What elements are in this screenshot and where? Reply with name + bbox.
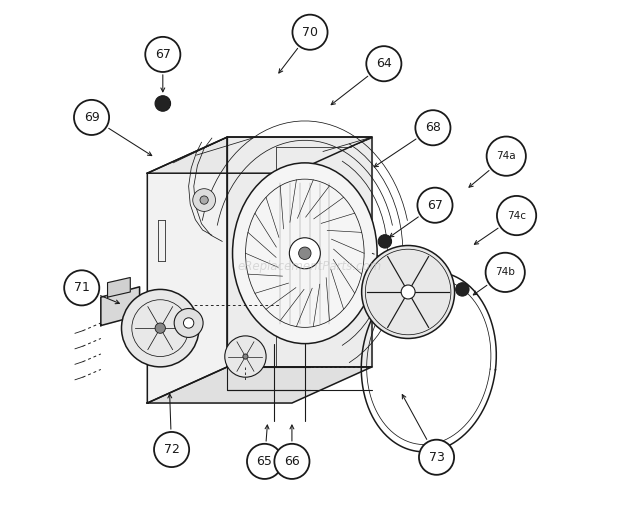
- Circle shape: [293, 15, 327, 50]
- Text: 74c: 74c: [507, 210, 526, 221]
- Circle shape: [155, 96, 170, 111]
- Circle shape: [415, 110, 451, 145]
- Polygon shape: [148, 137, 372, 173]
- Circle shape: [193, 188, 216, 211]
- Circle shape: [401, 285, 415, 299]
- Circle shape: [290, 238, 321, 269]
- Text: 73: 73: [428, 451, 445, 464]
- Circle shape: [456, 283, 469, 296]
- Circle shape: [417, 188, 453, 223]
- Circle shape: [155, 323, 166, 334]
- Circle shape: [145, 37, 180, 72]
- Text: 71: 71: [74, 281, 90, 294]
- Circle shape: [243, 354, 248, 359]
- Text: 67: 67: [427, 199, 443, 212]
- Circle shape: [247, 444, 282, 479]
- Text: 72: 72: [164, 443, 180, 456]
- Text: 67: 67: [155, 48, 170, 61]
- Circle shape: [497, 196, 536, 235]
- Circle shape: [122, 289, 199, 367]
- Text: 68: 68: [425, 121, 441, 134]
- Text: 69: 69: [84, 111, 99, 124]
- Circle shape: [174, 309, 203, 337]
- Circle shape: [299, 247, 311, 259]
- Text: 64: 64: [376, 57, 392, 70]
- Circle shape: [184, 318, 194, 328]
- Polygon shape: [101, 287, 140, 326]
- Circle shape: [74, 100, 109, 135]
- Text: 74a: 74a: [497, 151, 516, 161]
- Polygon shape: [228, 137, 372, 367]
- Polygon shape: [107, 278, 130, 297]
- Polygon shape: [148, 367, 372, 403]
- Text: 74b: 74b: [495, 267, 515, 277]
- Text: 70: 70: [302, 26, 318, 39]
- Circle shape: [154, 432, 189, 467]
- Circle shape: [419, 440, 454, 475]
- Circle shape: [200, 196, 208, 204]
- Circle shape: [366, 46, 401, 81]
- Text: 65: 65: [257, 455, 273, 468]
- Circle shape: [487, 137, 526, 176]
- Circle shape: [378, 235, 392, 248]
- Circle shape: [485, 253, 525, 292]
- Circle shape: [361, 245, 454, 338]
- Circle shape: [64, 270, 99, 305]
- Circle shape: [275, 444, 309, 479]
- Polygon shape: [148, 137, 228, 403]
- Circle shape: [225, 336, 266, 377]
- Ellipse shape: [232, 163, 377, 343]
- Text: 66: 66: [284, 455, 300, 468]
- Text: eReplacementParts.com: eReplacementParts.com: [238, 259, 382, 272]
